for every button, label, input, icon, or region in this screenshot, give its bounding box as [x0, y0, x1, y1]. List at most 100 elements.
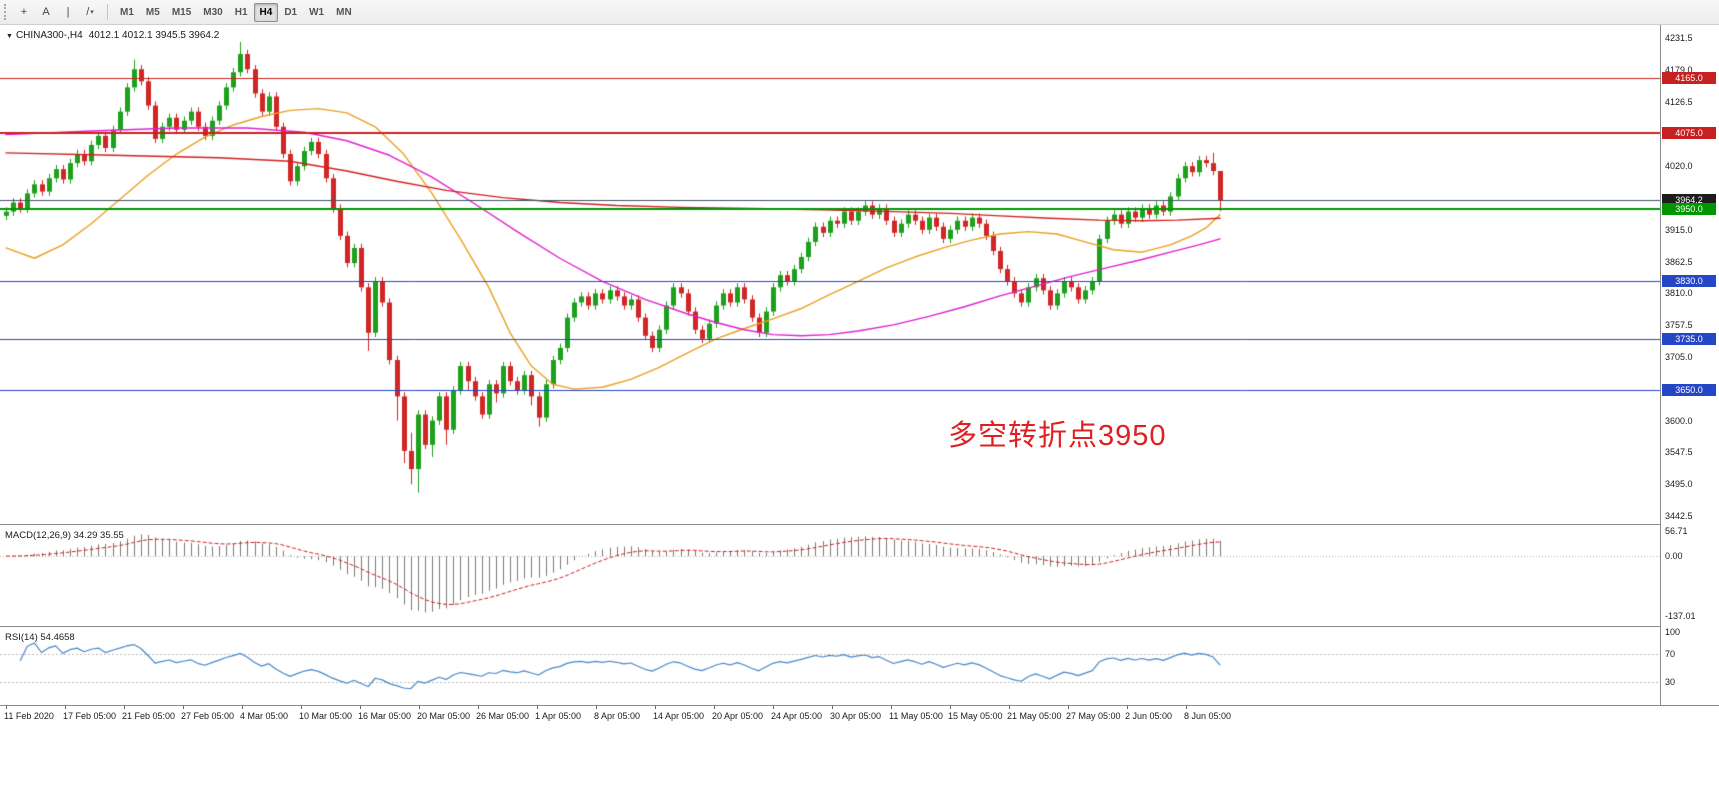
price-tick-label: 3442.5 — [1665, 511, 1693, 522]
top-toolbar: + A | / ▾ M1 M5 M15 M30 H1 H4 D1 W1 MN — [0, 0, 1719, 25]
time-axis-label: 27 Feb 05:00 — [181, 711, 235, 721]
annotation-text[interactable]: 多空转折点3950 — [948, 420, 1167, 452]
time-axis-label: 20 Apr 05:00 — [712, 711, 764, 721]
time-axis-label: 24 Apr 05:00 — [771, 711, 823, 721]
crosshair-icon[interactable]: + — [13, 2, 35, 22]
ohlc-values: 4012.1 4012.1 3945.5 3964.2 — [88, 30, 220, 41]
price-tick-label: 4126.5 — [1665, 96, 1693, 107]
price-tick-label: 4231.5 — [1665, 33, 1693, 44]
price-level-badge: 3950.0 — [1662, 202, 1716, 215]
time-tick-mark — [714, 706, 715, 709]
macd-tick-label: 56.71 — [1665, 526, 1688, 537]
time-axis-label: 10 Mar 05:00 — [299, 711, 353, 721]
time-axis-label: 21 Feb 05:00 — [122, 711, 176, 721]
time-axis-label: 11 May 05:00 — [889, 711, 943, 721]
price-axis[interactable]: 4231.5 4179.0 4126.5 4020.0 3915.0 3862.5 3810… — [1660, 25, 1719, 705]
timeframes-toolbar: M1 M5 M15 M30 H1 H4 D1 W1 MN — [114, 2, 358, 22]
rsi-indicator-label: RSI(14) 54.4658 — [5, 632, 75, 643]
price-tick-label: 3600.0 — [1665, 415, 1693, 426]
price-level-badge: 3735.0 — [1662, 332, 1716, 345]
time-tick-mark — [832, 706, 833, 709]
timeframe-button-H1[interactable]: H1 — [229, 3, 254, 22]
time-tick-mark — [950, 706, 951, 709]
time-tick-mark — [1127, 706, 1128, 709]
time-axis-label: 11 Feb 2020 — [4, 711, 54, 721]
time-axis-label: 4 Mar 05:00 — [240, 711, 289, 721]
time-tick-mark — [1068, 706, 1069, 709]
price-tick-label: 4020.0 — [1665, 161, 1693, 172]
line-studies-toolbar: + A | / ▾ — [13, 2, 101, 22]
time-tick-mark — [537, 706, 538, 709]
vertical-line-icon[interactable]: | — [57, 2, 79, 22]
timeframe-button-W1[interactable]: W1 — [303, 3, 330, 22]
price-tick-label: 3757.5 — [1665, 320, 1693, 331]
price-level-badge: 4075.0 — [1662, 126, 1716, 139]
time-tick-mark — [124, 706, 125, 709]
time-tick-mark — [183, 706, 184, 709]
chevron-down-icon: ▾ — [90, 9, 94, 16]
price-tick-label: 3495.0 — [1665, 479, 1693, 490]
time-tick-mark — [1009, 706, 1010, 709]
macd-panel-canvas[interactable] — [0, 527, 1660, 625]
rsi-panel-canvas[interactable] — [0, 629, 1660, 704]
time-tick-mark — [655, 706, 656, 709]
price-tick-label: 3862.5 — [1665, 256, 1693, 267]
time-axis-label: 8 Apr 05:00 — [594, 711, 641, 721]
macd-indicator-label: MACD(12,26,9) 34.29 35.55 — [5, 530, 124, 541]
timeframe-button-M15[interactable]: M15 — [166, 3, 197, 22]
price-level-badge: 4165.0 — [1662, 72, 1716, 85]
timeframe-button-MN[interactable]: MN — [330, 3, 358, 22]
macd-tick-label: 0.00 — [1665, 551, 1683, 562]
time-axis-label: 17 Feb 05:00 — [63, 711, 117, 721]
rsi-tick-label: 70 — [1665, 648, 1676, 659]
price-tick-label: 3547.5 — [1665, 447, 1693, 458]
trendline-icon[interactable]: / ▾ — [79, 2, 101, 22]
price-tick-label: 3810.0 — [1665, 288, 1693, 299]
timeframe-button-M30[interactable]: M30 — [197, 3, 228, 22]
timeframe-button-M1[interactable]: M1 — [114, 3, 140, 22]
price-tick-label: 3915.0 — [1665, 224, 1693, 235]
time-tick-mark — [891, 706, 892, 709]
time-tick-mark — [596, 706, 597, 709]
toolbar-separator — [107, 4, 108, 20]
macd-current-values: 34.29 35.55 — [73, 530, 124, 541]
time-axis-label: 27 May 05:00 — [1066, 711, 1121, 721]
toolbar-grip[interactable] — [4, 4, 8, 20]
time-axis-label: 20 Mar 05:00 — [417, 711, 471, 721]
time-tick-mark — [6, 706, 7, 709]
price-tick-label: 3705.0 — [1665, 352, 1693, 362]
time-tick-mark — [242, 706, 243, 709]
timeframe-button-M5[interactable]: M5 — [140, 3, 166, 22]
time-axis-label: 26 Mar 05:00 — [476, 711, 530, 721]
symbol-timeframe: CHINA300-,H4 — [15, 30, 83, 41]
time-axis-label: 30 Apr 05:00 — [830, 711, 882, 721]
time-tick-mark — [478, 706, 479, 709]
time-axis-label: 16 Mar 05:00 — [358, 711, 412, 721]
timeframe-button-D1[interactable]: D1 — [278, 3, 303, 22]
time-tick-mark — [301, 706, 302, 709]
price-level-badge: 3650.0 — [1662, 384, 1716, 397]
text-label-icon[interactable]: A — [35, 2, 57, 22]
macd-name: MACD(12,26,9) — [5, 530, 71, 541]
rsi-tick-label: 100 — [1665, 626, 1681, 637]
price-tick-label: 4179.0 — [1665, 64, 1693, 75]
rsi-name: RSI(14) — [5, 632, 38, 643]
panel-separator[interactable] — [0, 524, 1719, 525]
time-tick-mark — [65, 706, 66, 709]
macd-tick-label: -137.01 — [1665, 610, 1696, 621]
time-axis-label: 8 Jun 05:00 — [1184, 711, 1232, 721]
time-axis-label: 14 Apr 05:00 — [653, 711, 705, 721]
time-axis-label: 1 Apr 05:00 — [535, 711, 582, 721]
price-chart-canvas[interactable] — [0, 25, 1660, 523]
time-axis[interactable]: 11 Feb 2020 17 Feb 05:00 21 Feb 05:00 27 Fe… — [0, 705, 1719, 735]
panel-separator[interactable] — [0, 626, 1719, 627]
timeframe-button-H4[interactable]: H4 — [253, 2, 279, 22]
time-tick-mark — [773, 706, 774, 709]
price-level-badge: 3830.0 — [1662, 275, 1716, 288]
time-tick-mark — [360, 706, 361, 709]
time-tick-mark — [1186, 706, 1187, 709]
chart-title: ▼ CHINA300-,H4 4012.1 4012.1 3945.5 3964.2 — [6, 30, 219, 41]
rsi-current-value: 54.4658 — [40, 632, 75, 643]
rsi-tick-label: 30 — [1665, 677, 1676, 688]
